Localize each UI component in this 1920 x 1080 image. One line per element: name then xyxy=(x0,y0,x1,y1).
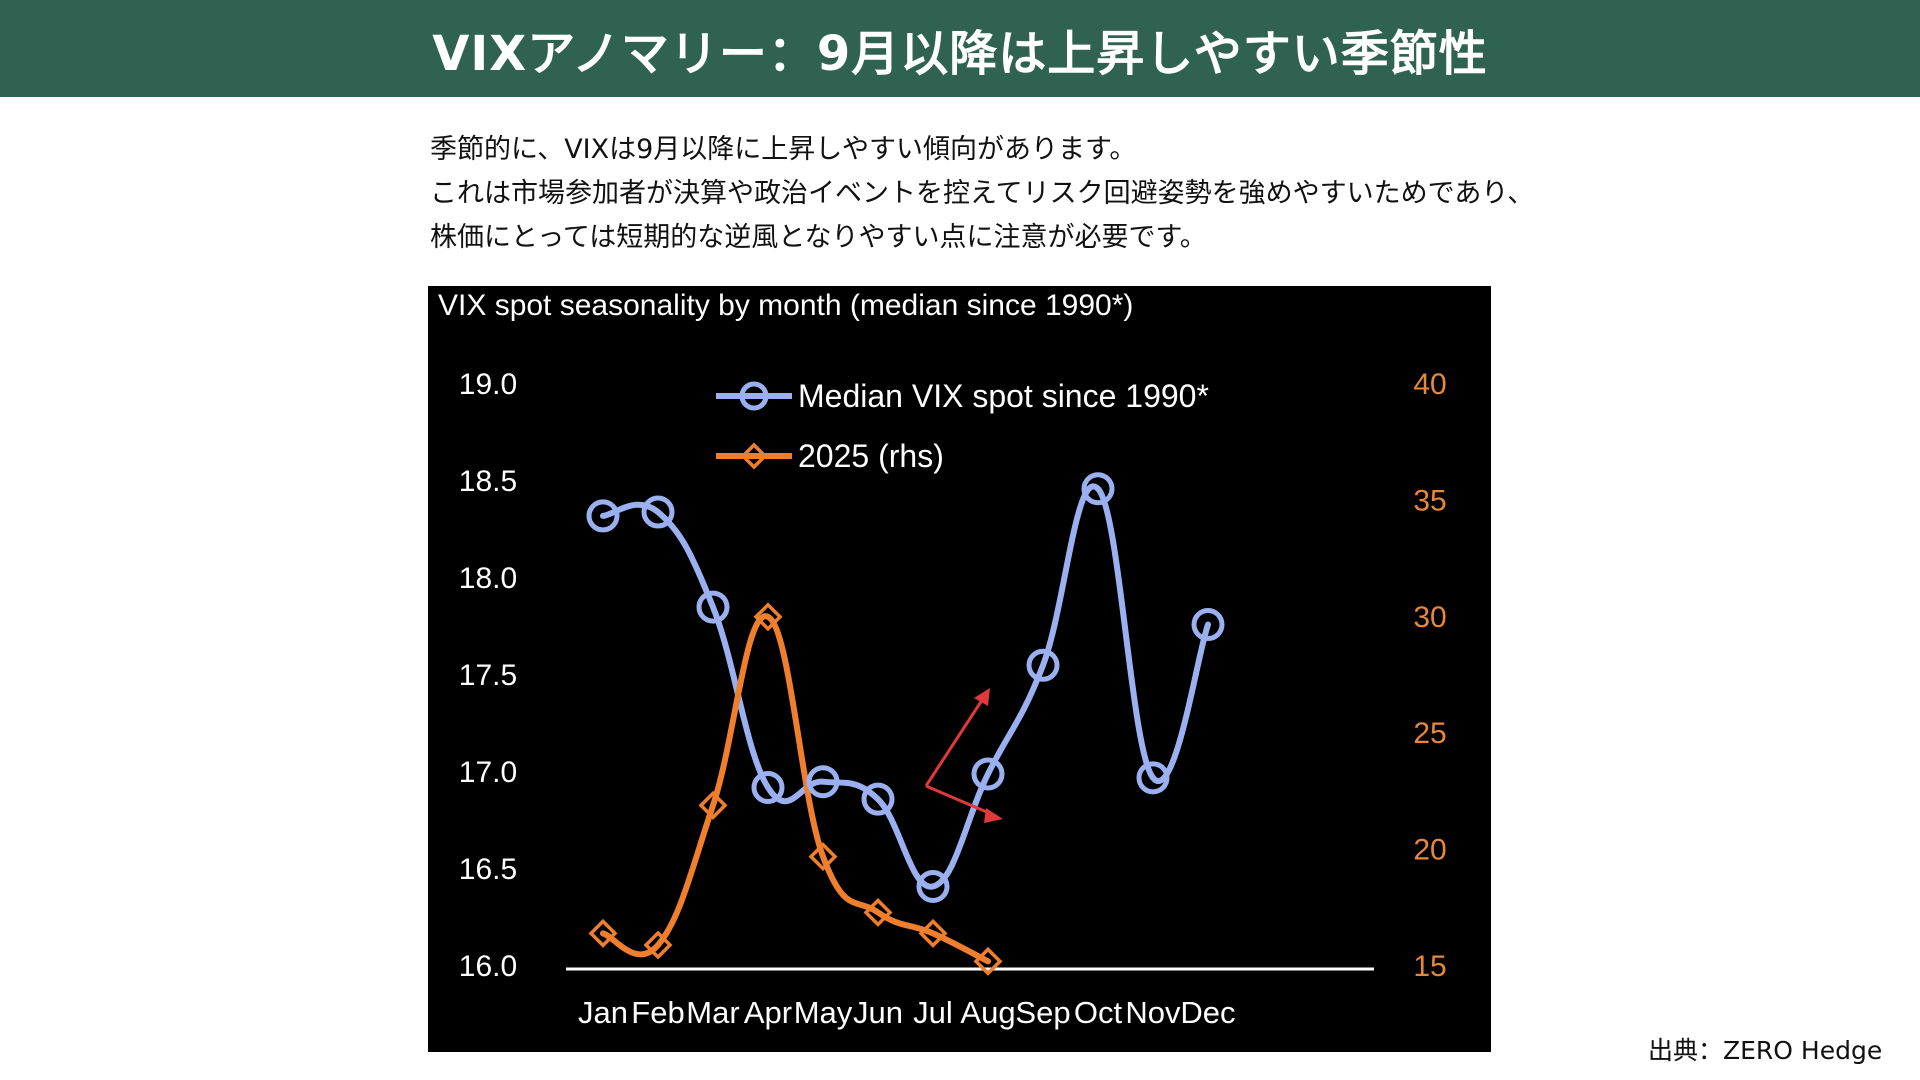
left-tick-label: 18.5 xyxy=(459,465,517,498)
x-tick-label: Sep xyxy=(1015,995,1070,1030)
intro-line-3: 株価にとっては短期的な逆風となりやすい点に注意が必要です。 xyxy=(430,222,1207,253)
right-tick-label: 25 xyxy=(1413,717,1446,750)
x-axis: Jan Feb Mar Apr May Jun Jul Aug Sep Oct Nov Dec xyxy=(566,967,1374,1030)
up-arrow-head xyxy=(974,688,990,706)
x-tick-label: Jul xyxy=(913,995,953,1030)
series-layer xyxy=(586,472,1225,976)
intro-text: 季節的に、VIXは9月以降に上昇しやすい傾向があります。 これは市場参加者が決算… xyxy=(430,128,1730,260)
legend-median-label: Median VIX spot since 1990* xyxy=(798,378,1209,414)
legend-median-marker xyxy=(739,381,769,411)
chart-svg: VIX spot seasonality by month (median si… xyxy=(438,289,1447,1030)
median-series-marker xyxy=(916,869,950,903)
x-tick-label: Jan xyxy=(578,995,628,1030)
vix-seasonality-chart: VIX spot seasonality by month (median si… xyxy=(428,286,1491,1052)
median-series-marker xyxy=(641,495,675,529)
intro-line-2: これは市場参加者が決算や政治イベントを控えてリスク回避姿勢を強めやすいためであり… xyxy=(430,178,1535,209)
left-tick-label: 16.5 xyxy=(459,853,517,886)
right-tick-label: 35 xyxy=(1413,484,1446,517)
median-series-marker xyxy=(971,757,1005,791)
x-tick-label: Feb xyxy=(631,995,684,1030)
median-series-marker xyxy=(861,782,895,816)
series-2025-marker xyxy=(918,918,948,948)
x-tick-label: Dec xyxy=(1180,995,1235,1030)
down-arrow-shaft xyxy=(925,784,997,818)
series-2025-marker xyxy=(863,897,893,927)
median-series-marker xyxy=(1191,608,1225,642)
left-tick-label: 18.0 xyxy=(459,562,517,595)
up-arrow-shaft xyxy=(924,693,988,787)
intro-line-1: 季節的に、VIXは9月以降に上昇しやすい傾向があります。 xyxy=(430,134,1137,165)
source-credit: 出典：ZERO Hedge xyxy=(1648,1036,1883,1065)
page-title: VIXアノマリー：9月以降は上昇しやすい季節性 xyxy=(432,25,1488,82)
chart-title: VIX spot seasonality by month (median si… xyxy=(438,289,1133,322)
legend-2025-marker xyxy=(740,442,768,470)
series-2025-line xyxy=(600,613,991,965)
right-tick-label: 15 xyxy=(1413,950,1446,983)
down-arrow-head xyxy=(984,808,1003,823)
median-series-line xyxy=(600,483,1211,890)
right-y-axis: 40 35 30 25 20 15 xyxy=(1413,368,1446,983)
x-tick-label: Nov xyxy=(1125,995,1181,1030)
left-tick-label: 16.0 xyxy=(459,950,517,983)
series-2025-marker xyxy=(698,790,728,820)
x-tick-label: Oct xyxy=(1074,995,1123,1030)
median-series-marker xyxy=(1081,472,1115,506)
x-tick-label: Jun xyxy=(853,995,903,1030)
x-tick-label: Mar xyxy=(686,995,739,1030)
annotation-layer xyxy=(924,688,1003,823)
left-y-axis: 19.0 18.5 18.0 17.5 17.0 16.5 16.0 xyxy=(459,368,517,983)
median-series-marker xyxy=(751,771,785,805)
legend-2025-label: 2025 (rhs) xyxy=(798,438,944,474)
x-tick-label: May xyxy=(794,995,853,1030)
series-2025-marker xyxy=(973,946,1003,976)
median-series-marker xyxy=(696,590,730,624)
x-tick-label: Aug xyxy=(960,995,1015,1030)
median-series-marker xyxy=(806,765,840,799)
header-bar: VIXアノマリー：9月以降は上昇しやすい季節性 xyxy=(0,0,1920,97)
left-tick-label: 19.0 xyxy=(459,368,517,401)
left-tick-label: 17.0 xyxy=(459,756,517,789)
series-2025-marker xyxy=(643,930,673,960)
right-tick-label: 40 xyxy=(1413,368,1446,401)
median-series-marker xyxy=(1136,761,1170,795)
right-tick-label: 20 xyxy=(1413,834,1446,867)
median-series-marker xyxy=(586,499,620,533)
median-series-marker xyxy=(1026,648,1060,682)
chart-legend: Median VIX spot since 1990* 2025 (rhs) xyxy=(716,378,1209,474)
right-tick-label: 30 xyxy=(1413,601,1446,634)
x-tick-label: Apr xyxy=(744,995,792,1030)
series-2025-marker xyxy=(808,842,838,872)
series-2025-marker xyxy=(588,918,618,948)
series-2025-marker xyxy=(753,602,783,632)
left-tick-label: 17.5 xyxy=(459,659,517,692)
